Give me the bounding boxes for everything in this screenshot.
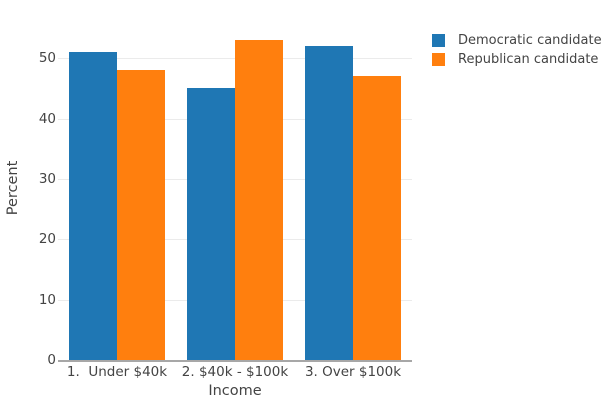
y-tick-label-10: 10 xyxy=(38,291,56,308)
legend-item-democratic[interactable]: Democratic candidate xyxy=(432,31,602,50)
y-tick-label-40: 40 xyxy=(38,110,56,127)
bar-republican-group-3 xyxy=(353,76,401,360)
x-axis-title: Income xyxy=(208,383,262,399)
legend: Democratic candidate Republican candidate xyxy=(432,31,602,69)
legend-label: Republican candidate xyxy=(458,52,599,67)
x-tick-label-3: 3. Over $100k xyxy=(304,364,402,380)
legend-swatch-democratic xyxy=(432,34,445,47)
x-axis-line xyxy=(58,360,412,362)
y-tick-label-0: 0 xyxy=(47,352,56,368)
x-tick-label-1: 1. Under $40k xyxy=(66,364,168,380)
x-tick-label-2: 2. $40k - $100k xyxy=(181,364,289,380)
y-tick-label-30: 30 xyxy=(38,170,56,187)
legend-label: Democratic candidate xyxy=(458,33,602,48)
bar-democratic-group-3 xyxy=(305,46,353,360)
plot-area xyxy=(58,22,412,360)
y-axis-title: Percent xyxy=(5,160,21,216)
legend-item-republican[interactable]: Republican candidate xyxy=(432,50,602,69)
bar-democratic-group-2 xyxy=(187,88,235,360)
legend-swatch-republican xyxy=(432,53,445,66)
bar-democratic-group-1 xyxy=(69,52,117,360)
bar-republican-group-1 xyxy=(117,70,165,360)
bar-republican-group-2 xyxy=(235,40,283,360)
y-tick-label-50: 50 xyxy=(38,50,56,67)
y-tick-label-20: 20 xyxy=(38,231,56,248)
